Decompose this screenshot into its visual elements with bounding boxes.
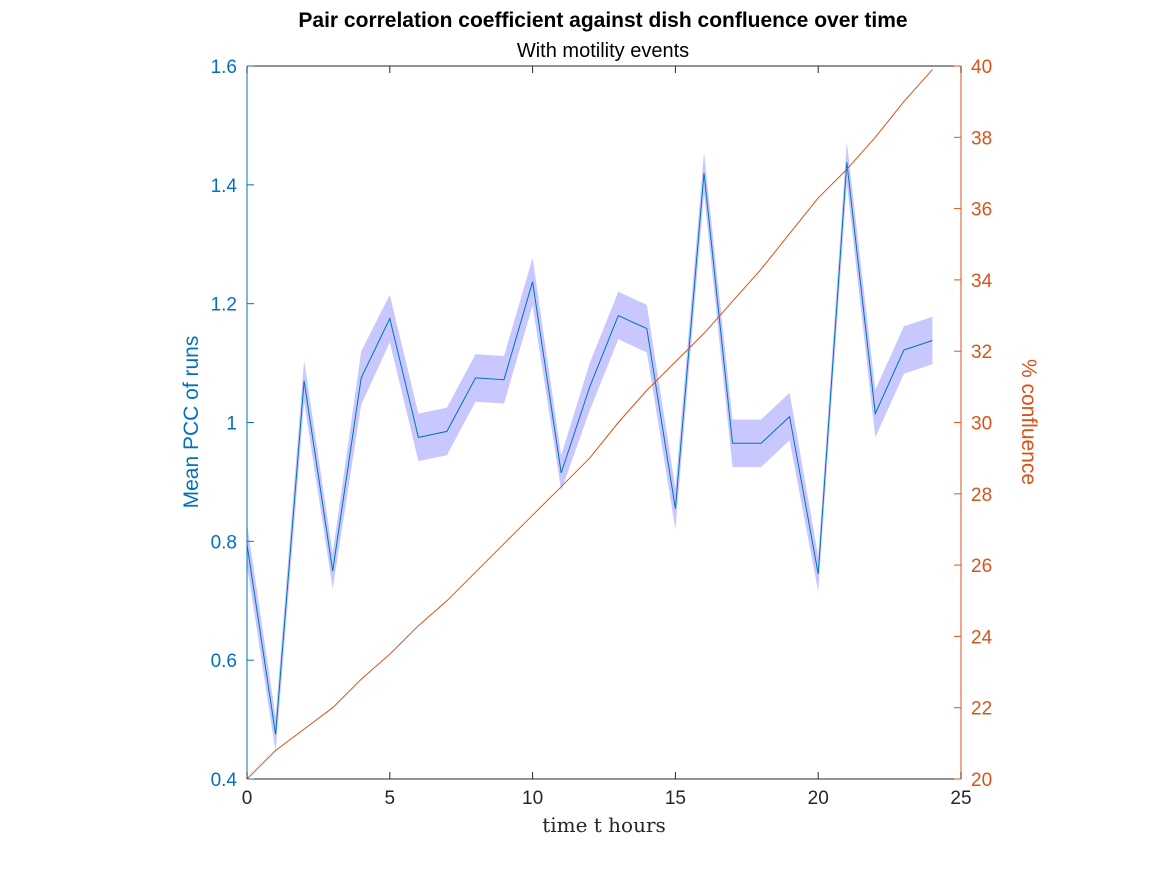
left-axis-label: Mean PCC of runs bbox=[180, 336, 203, 509]
x-axis-label: time t hours bbox=[542, 813, 666, 837]
right-y-tick-label: 32 bbox=[971, 342, 992, 363]
right-y-tick-label: 22 bbox=[971, 699, 992, 720]
left-y-tick-label: 1.2 bbox=[211, 295, 237, 316]
pcc-mean-line bbox=[246, 162, 933, 735]
right-y-tick-label: 38 bbox=[971, 128, 992, 149]
x-tick-label: 20 bbox=[808, 788, 829, 809]
axes: 0 5 10 15 20 250.40.60.811.21.41.620222426283… bbox=[211, 57, 993, 809]
left-y-tick-label: 1.6 bbox=[211, 57, 237, 78]
left-y-tick-label: 1.4 bbox=[211, 176, 238, 197]
right-y-tick-label: 20 bbox=[971, 770, 992, 791]
left-y-tick-label: 1 bbox=[226, 414, 237, 435]
ticks: 0 5 10 15 20 250.40.60.811.21.41.620222426283… bbox=[211, 57, 993, 809]
pcc-confidence-band bbox=[247, 141, 933, 753]
left-y-tick-label: 0.8 bbox=[211, 532, 237, 553]
right-y-tick-label: 28 bbox=[971, 485, 992, 506]
x-tick-label: 0 bbox=[242, 788, 253, 809]
x-tick-label: 5 bbox=[385, 788, 396, 809]
left-y-tick-label: 0.4 bbox=[211, 770, 238, 791]
right-y-tick-label: 30 bbox=[971, 414, 992, 435]
plot-area bbox=[246, 69, 933, 780]
x-tick-label: 25 bbox=[950, 788, 971, 809]
left-y-tick-label: 0.6 bbox=[211, 651, 237, 672]
right-y-tick-label: 40 bbox=[971, 57, 992, 78]
right-y-tick-label: 24 bbox=[971, 627, 993, 648]
x-tick-label: 10 bbox=[522, 788, 543, 809]
right-y-tick-label: 26 bbox=[971, 556, 992, 577]
chart-subtitle: With motility events bbox=[517, 40, 689, 62]
confluence-line bbox=[246, 69, 933, 780]
chart-title: Pair correlation coefficient against dis… bbox=[298, 9, 907, 32]
right-y-tick-label: 34 bbox=[971, 271, 993, 292]
right-y-tick-label: 36 bbox=[971, 200, 992, 221]
x-tick-label: 15 bbox=[665, 788, 686, 809]
right-axis-label: % confluence bbox=[1017, 359, 1040, 485]
